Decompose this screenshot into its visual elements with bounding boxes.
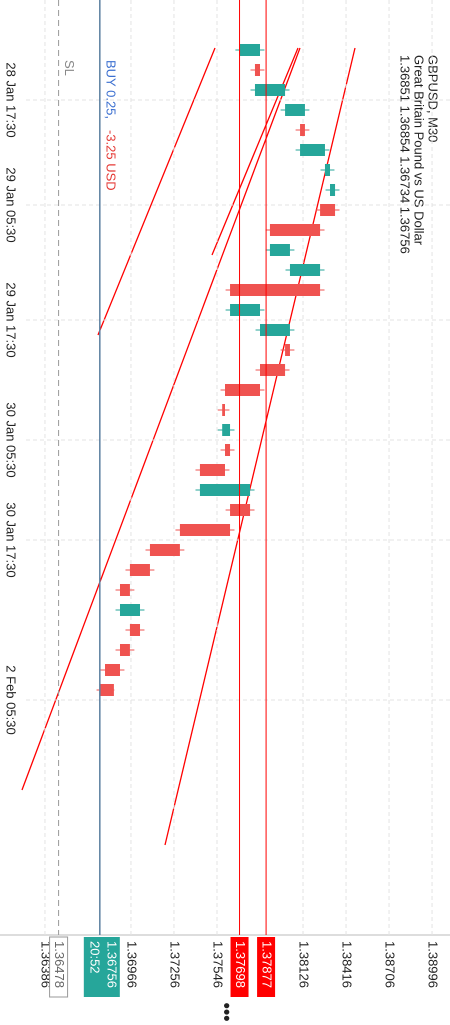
candle-body xyxy=(129,624,141,636)
chart-title: GBPUSD, M30 xyxy=(426,55,441,142)
y-tick-label: 1.38126 xyxy=(297,941,312,988)
price-label: 1.36756 xyxy=(104,941,119,988)
stop-loss-tag: SL xyxy=(62,60,77,76)
candle-body xyxy=(149,544,180,556)
candle-body xyxy=(105,664,120,676)
candle-body xyxy=(230,504,251,516)
candle-body xyxy=(225,384,261,396)
candle-body xyxy=(285,344,290,356)
candle-body xyxy=(199,484,251,496)
chart-subtitle: Great Britain Pound vs US Dollar xyxy=(412,55,427,246)
candle-body xyxy=(254,84,286,96)
rotated-chart: GBPUSD, M30 Great Britain Pound vs US Do… xyxy=(0,0,450,998)
x-tick-label: 28 Jan 17:30 xyxy=(4,62,19,137)
trend-line xyxy=(164,47,356,846)
candle-body xyxy=(320,204,336,216)
candle-body xyxy=(239,44,261,56)
candle-body xyxy=(230,304,261,316)
candle-body xyxy=(269,244,290,256)
y-tick-label: 1.38416 xyxy=(340,941,355,988)
y-tick-label: 1.37256 xyxy=(168,941,183,988)
candle-body xyxy=(99,684,114,696)
candle-body xyxy=(330,184,336,196)
position-profit: -3.25 USD xyxy=(103,130,118,191)
x-tick-label: 2 Feb 05:30 xyxy=(4,665,19,734)
candle-body xyxy=(269,224,321,236)
candle-body xyxy=(179,524,231,536)
candle-body xyxy=(129,564,150,576)
y-tick-label: 1.38996 xyxy=(426,941,441,988)
trend-line xyxy=(21,47,301,791)
price-box xyxy=(83,937,120,997)
level-label: 1.37698 xyxy=(233,941,248,988)
position-label: BUY 0.25, xyxy=(103,60,118,119)
candle-body xyxy=(300,124,305,136)
x-tick-label: 30 Jan 17:30 xyxy=(4,502,19,577)
candle-body xyxy=(289,264,321,276)
y-tick-label: 1.37546 xyxy=(211,941,226,988)
candle-body xyxy=(224,444,231,456)
timer-label: 20:52 xyxy=(87,941,102,974)
x-tick-label: 29 Jan 17:30 xyxy=(4,282,19,357)
level-label: 1.37877 xyxy=(260,941,275,988)
y-tick-label: 1.38706 xyxy=(383,941,398,988)
candle-body xyxy=(222,424,231,436)
menu-dots[interactable]: ••• xyxy=(216,1003,236,1022)
candle-body xyxy=(254,64,261,76)
level-label-box xyxy=(230,937,249,997)
candle-body xyxy=(324,164,331,176)
candle-body xyxy=(285,104,305,116)
level-label-box xyxy=(257,937,276,997)
candle-body xyxy=(119,604,141,616)
y-tick-label: 1.36966 xyxy=(125,941,140,988)
stop-loss-label: 1.36478 xyxy=(52,941,67,988)
candle-body xyxy=(222,404,225,416)
candle-body xyxy=(260,364,286,376)
candle-body xyxy=(300,144,325,156)
trend-lines xyxy=(21,47,356,846)
candle-body xyxy=(119,644,130,656)
stop-loss-box xyxy=(49,936,69,998)
candle-body xyxy=(230,284,321,296)
candle-body xyxy=(199,464,225,476)
x-tick-label: 30 Jan 05:30 xyxy=(4,402,19,477)
trend-line xyxy=(211,47,299,256)
x-tick-label: 29 Jan 05:30 xyxy=(4,167,19,242)
candle-body xyxy=(119,584,130,596)
trend-line xyxy=(97,47,216,336)
ohlc-text: 1.36851 1.36854 1.36734 1.36756 xyxy=(398,55,413,254)
candle-body xyxy=(260,324,290,336)
